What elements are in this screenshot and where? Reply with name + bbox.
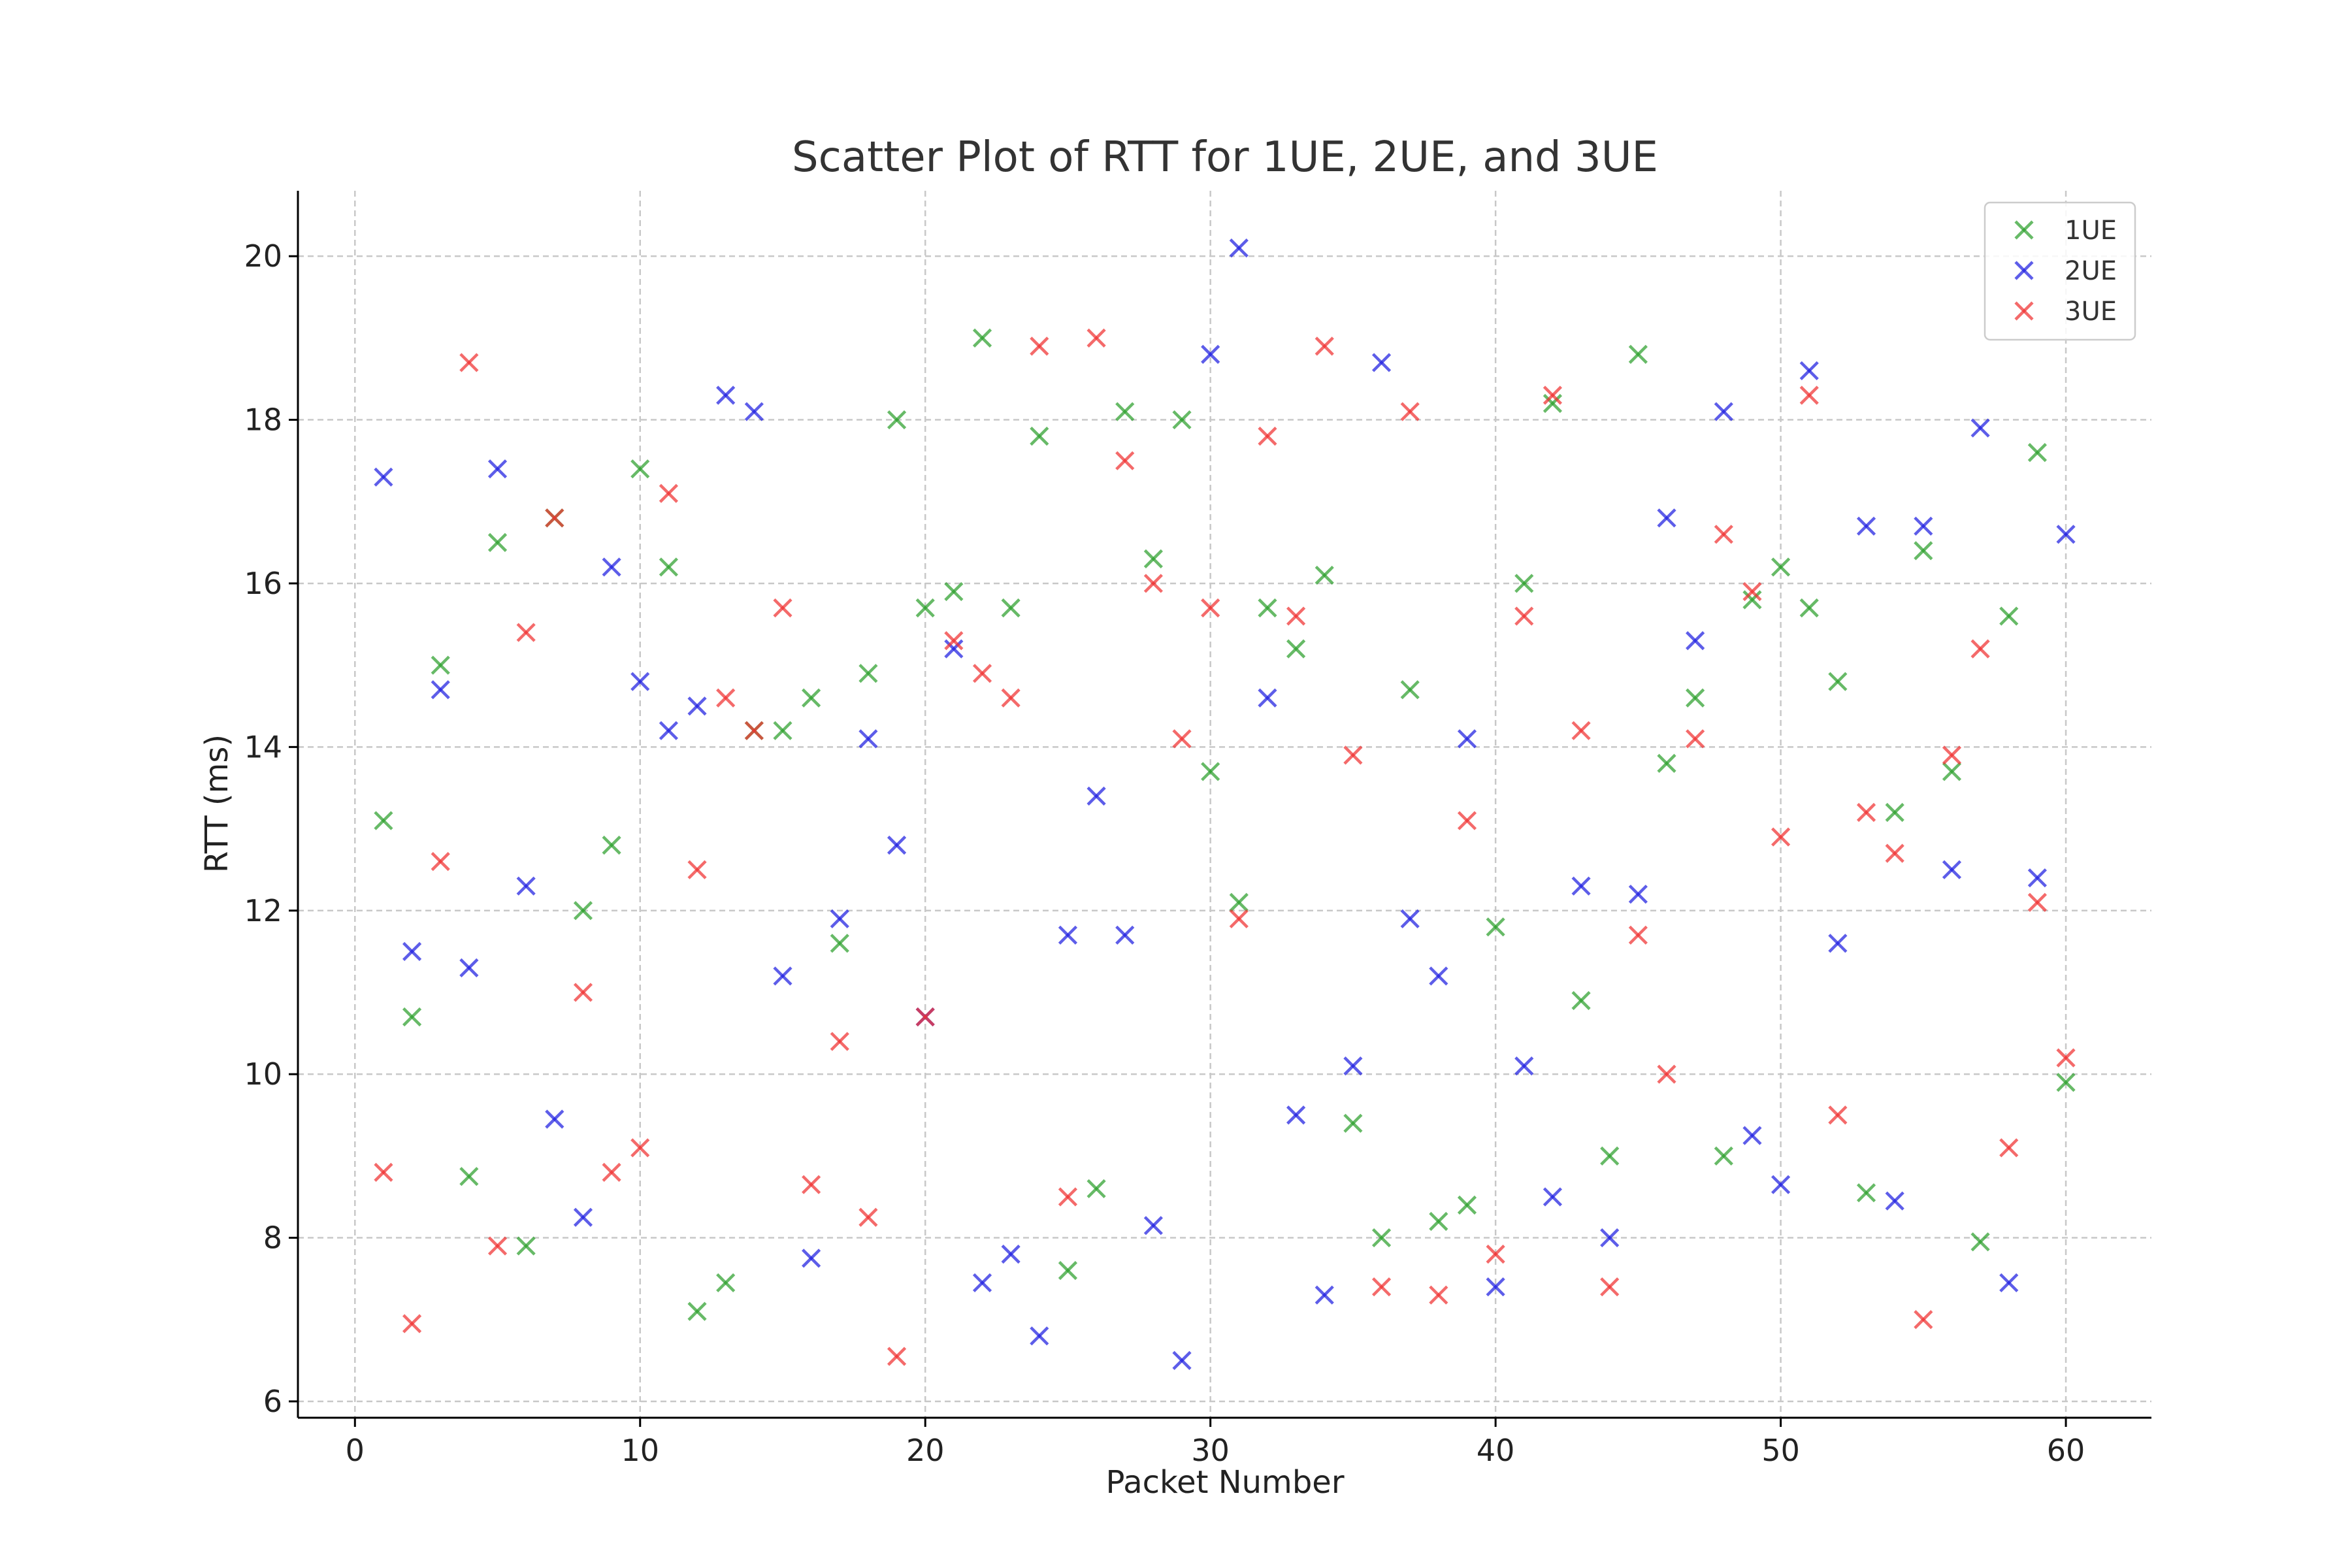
y-tick-label: 6: [263, 1384, 282, 1419]
legend-label: 3UE: [2065, 297, 2117, 327]
legend: 1UE 2UE 3UE: [1985, 203, 2135, 340]
x-tick-label: 50: [1761, 1433, 1800, 1468]
legend-label: 1UE: [2065, 216, 2117, 246]
x-tick-label: 60: [2047, 1433, 2085, 1468]
y-tick-label: 16: [244, 566, 282, 601]
x-tick-label: 10: [621, 1433, 659, 1468]
y-tick-label: 14: [244, 729, 282, 764]
legend-label: 2UE: [2065, 256, 2117, 286]
x-tick-label: 30: [1191, 1433, 1230, 1468]
y-tick-label: 10: [244, 1056, 282, 1092]
x-tick-label: 20: [906, 1433, 945, 1468]
chart-title: Scatter Plot of RTT for 1UE, 2UE, and 3U…: [792, 133, 1658, 182]
y-axis-label: RTT (ms): [199, 734, 235, 873]
x-tick-label: 0: [346, 1433, 365, 1468]
y-tick-label: 20: [244, 238, 282, 274]
y-tick-label: 8: [263, 1220, 282, 1256]
y-tick-label: 12: [244, 893, 282, 928]
y-tick-label: 18: [244, 402, 282, 438]
x-tick-label: 40: [1477, 1433, 1515, 1468]
x-axis-label: Packet Number: [1105, 1464, 1344, 1501]
